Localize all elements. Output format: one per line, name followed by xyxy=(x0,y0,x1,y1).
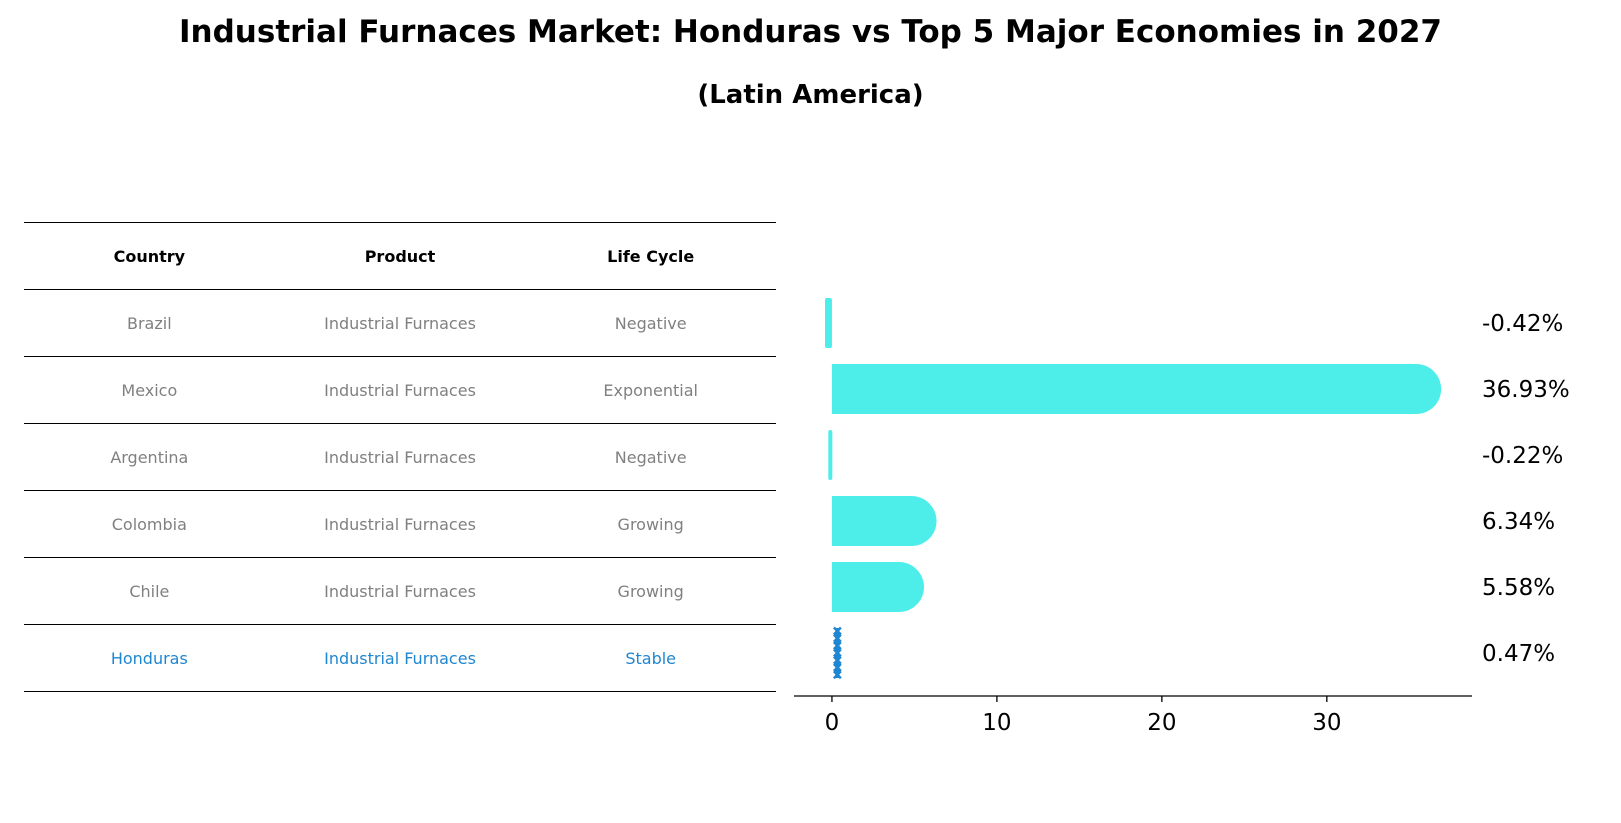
product-cell: Industrial Furnaces xyxy=(324,581,476,601)
life-cycle-cell: Growing xyxy=(617,581,684,601)
table-row: Argentina Industrial Furnaces Negative xyxy=(24,423,776,490)
product-cell: Industrial Furnaces xyxy=(324,313,476,333)
bar-mexico xyxy=(831,364,1442,414)
product-cell: Industrial Furnaces xyxy=(324,380,476,400)
product-cell: Industrial Furnaces xyxy=(324,447,476,467)
country-cell: Honduras xyxy=(110,648,188,668)
country-cell: Argentina xyxy=(110,447,189,467)
bar-chile xyxy=(831,562,924,612)
bar-brazil xyxy=(825,298,832,348)
life-cycle-cell: Growing xyxy=(617,514,684,534)
x-tick-label: 0 xyxy=(825,710,840,736)
table-row-highlighted: Honduras Industrial Furnaces Stable xyxy=(24,624,776,692)
column-header-life-cycle: Life Cycle xyxy=(607,246,695,266)
value-label-honduras: 0.47% xyxy=(1482,641,1555,667)
value-label-argentina: -0.22% xyxy=(1482,443,1563,469)
value-label-mexico: 36.93% xyxy=(1482,377,1570,403)
country-cell: Colombia xyxy=(111,514,187,534)
product-cell: Industrial Furnaces xyxy=(324,514,476,534)
table-row: Brazil Industrial Furnaces Negative xyxy=(24,289,776,356)
bar-argentina xyxy=(828,430,833,480)
x-tick-label: 10 xyxy=(982,710,1011,736)
comparison-table: Country Product Life Cycle Brazil Indust… xyxy=(24,222,776,692)
chart-subtitle: (Latin America) xyxy=(697,80,924,110)
life-cycle-cell: Exponential xyxy=(603,380,698,400)
growth-bar-chart: 0 10 20 30 -0.42% 36.93% -0.22% 6.34% 5.58% 0.47… xyxy=(794,298,1570,736)
country-cell: Brazil xyxy=(127,313,172,333)
bar-colombia xyxy=(831,496,937,546)
value-label-chile: 5.58% xyxy=(1482,575,1555,601)
table-row: Colombia Industrial Furnaces Growing xyxy=(24,490,776,557)
country-cell: Chile xyxy=(129,581,170,601)
life-cycle-cell: Stable xyxy=(625,648,677,668)
life-cycle-cell: Negative xyxy=(614,313,687,333)
x-tick-label: 30 xyxy=(1312,710,1341,736)
column-header-product: Product xyxy=(364,246,436,266)
product-cell: Industrial Furnaces xyxy=(324,648,476,668)
country-cell: Mexico xyxy=(121,380,178,400)
table-row: Chile Industrial Furnaces Growing xyxy=(24,557,776,624)
table-row: Mexico Industrial Furnaces Exponential xyxy=(24,356,776,423)
column-header-country: Country xyxy=(113,246,186,266)
x-tick-label: 20 xyxy=(1147,710,1176,736)
bar-honduras xyxy=(832,626,842,680)
table-header-row: Country Product Life Cycle xyxy=(24,222,776,289)
value-label-brazil: -0.42% xyxy=(1482,311,1563,337)
chart-title: Industrial Furnaces Market: Honduras vs … xyxy=(179,14,1442,50)
life-cycle-cell: Negative xyxy=(614,447,687,467)
value-label-colombia: 6.34% xyxy=(1482,509,1555,535)
